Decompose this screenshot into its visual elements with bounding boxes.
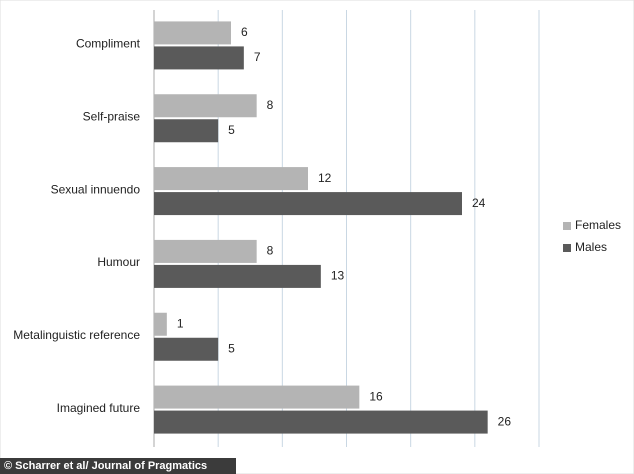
- value-label: 7: [254, 50, 261, 64]
- legend-label: Females: [575, 218, 621, 232]
- y-tick-label: Humour: [97, 255, 140, 269]
- bar: [154, 239, 257, 263]
- bar: [154, 312, 167, 336]
- value-label: 1: [177, 316, 184, 330]
- credit: © Scharrer et al/ Journal of Pragmatics: [4, 460, 207, 472]
- legend-label: Males: [575, 240, 607, 254]
- bar: [154, 410, 488, 434]
- y-tick-label: Self-praise: [83, 109, 141, 123]
- bar: [154, 264, 321, 288]
- y-tick-label: Sexual innuendo: [51, 182, 141, 196]
- legend-swatch: [563, 244, 571, 252]
- value-label: 16: [369, 389, 383, 403]
- bar: [154, 46, 244, 70]
- value-label: 5: [228, 123, 235, 137]
- value-label: 8: [267, 98, 274, 112]
- bar: [154, 192, 462, 216]
- value-label: 13: [331, 269, 345, 283]
- legend-swatch: [563, 222, 571, 230]
- value-label: 24: [472, 196, 486, 210]
- value-label: 5: [228, 341, 235, 355]
- bar: [154, 385, 360, 409]
- value-label: 12: [318, 171, 332, 185]
- y-tick-label: Compliment: [76, 37, 141, 51]
- y-tick-label: Imagined future: [57, 401, 141, 415]
- bar: [154, 21, 231, 45]
- value-label: 26: [498, 414, 512, 428]
- bar: [154, 167, 308, 191]
- bar: [154, 94, 257, 118]
- credit-bg: [0, 458, 236, 474]
- bar: [154, 337, 219, 361]
- bar: [154, 119, 219, 143]
- y-tick-label: Metalinguistic reference: [13, 328, 140, 342]
- value-label: 6: [241, 25, 248, 39]
- value-label: 8: [267, 244, 274, 258]
